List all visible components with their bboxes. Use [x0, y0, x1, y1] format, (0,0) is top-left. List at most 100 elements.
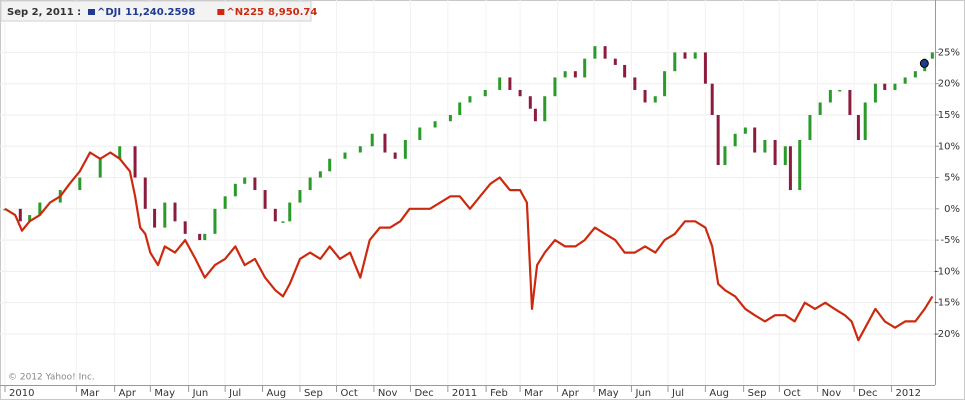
legend-swatch: [88, 9, 95, 15]
candle: [253, 177, 257, 191]
plot-area: [0, 0, 935, 385]
candle: [583, 58, 587, 78]
candle: [716, 114, 720, 166]
candle: [273, 208, 277, 222]
candle: [528, 96, 532, 109]
x-tick-label: Mar: [80, 388, 100, 399]
candle: [508, 77, 512, 90]
candle: [753, 127, 757, 153]
candle: [18, 208, 22, 222]
candle: [798, 140, 802, 191]
y-tick-label: -20%: [934, 329, 960, 340]
candle: [828, 89, 832, 103]
y-tick-label: 10%: [938, 141, 960, 152]
candle: [143, 177, 147, 209]
candle: [370, 133, 374, 147]
candle: [873, 83, 877, 103]
candle: [533, 108, 537, 122]
candle: [418, 127, 422, 141]
candle: [593, 46, 597, 59]
candle: [693, 52, 697, 59]
legend-name: ^N225: [226, 7, 264, 18]
series-line: [4, 151, 934, 342]
candle: [710, 83, 714, 115]
candle: [863, 102, 867, 141]
candle: [788, 146, 792, 191]
candle: [448, 114, 452, 122]
candle: [703, 52, 707, 84]
candle: [498, 77, 502, 90]
candle: [98, 158, 102, 178]
candle: [673, 52, 677, 72]
x-tick-label: 2010: [9, 388, 34, 399]
x-tick-label: Jun: [634, 388, 651, 399]
candle: [173, 202, 177, 222]
x-tick-label: Apr: [119, 388, 137, 399]
candle: [903, 77, 907, 84]
legend-swatch: [217, 9, 225, 15]
candle: [883, 83, 887, 90]
candle: [613, 58, 617, 65]
candle: [653, 96, 657, 103]
candle: [223, 196, 227, 209]
candle: [393, 152, 397, 159]
candle: [733, 133, 737, 147]
legend-value: 11,240.2598: [125, 7, 195, 18]
candle: [553, 77, 557, 97]
x-tick-label: Jul: [671, 388, 684, 399]
candle: [623, 64, 627, 78]
candle: [913, 71, 917, 78]
x-tick-label: Jul: [228, 388, 241, 399]
candle: [318, 171, 322, 178]
legend: ^DJI 11,240.2598 ^N225 8,950.74: [88, 7, 317, 18]
candle: [643, 89, 647, 103]
candle: [203, 233, 207, 241]
candle: [783, 146, 787, 166]
candle: [818, 102, 822, 115]
candle: [281, 221, 285, 223]
candle: [213, 208, 217, 234]
candle: [458, 102, 462, 115]
candle: [893, 83, 897, 90]
candle: [163, 202, 167, 228]
end-marker: [919, 58, 929, 68]
candle: [930, 52, 934, 59]
candle: [856, 114, 860, 141]
candle: [198, 233, 202, 241]
x-tick-label: Dec: [858, 388, 877, 399]
x-tick-label: Mar: [524, 388, 544, 399]
candle: [563, 71, 567, 78]
y-tick-label: -15%: [934, 298, 960, 309]
copyright: © 2012 Yahoo! Inc.: [8, 373, 95, 383]
x-tick-label: Aug: [709, 388, 729, 399]
candle: [288, 202, 292, 222]
candle: [263, 190, 267, 209]
candle: [838, 89, 842, 92]
candle: [153, 208, 157, 228]
candle: [133, 146, 137, 178]
x-tick-label: Sep: [748, 388, 767, 399]
candle: [763, 140, 767, 153]
x-tick-label: Nov: [378, 388, 398, 399]
candle: [343, 152, 347, 159]
candle: [518, 89, 522, 97]
x-tick-label: 2011: [452, 388, 477, 399]
candle: [328, 158, 332, 172]
candle: [683, 52, 687, 59]
candle: [808, 114, 812, 141]
candle: [38, 202, 42, 216]
y-tick-label: 15%: [938, 110, 960, 121]
y-tick-label: 25%: [938, 47, 960, 58]
candle: [743, 127, 747, 134]
x-tick-label: Sep: [304, 388, 323, 399]
x-tick-label: Apr: [562, 388, 580, 399]
x-tick-label: Oct: [341, 388, 358, 399]
x-tick-label: Aug: [267, 388, 287, 399]
candle: [468, 96, 472, 103]
x-tick-label: May: [598, 388, 619, 399]
readout-date: Sep 2, 2011 :: [7, 7, 81, 18]
candle: [358, 146, 362, 153]
candle: [298, 190, 302, 203]
